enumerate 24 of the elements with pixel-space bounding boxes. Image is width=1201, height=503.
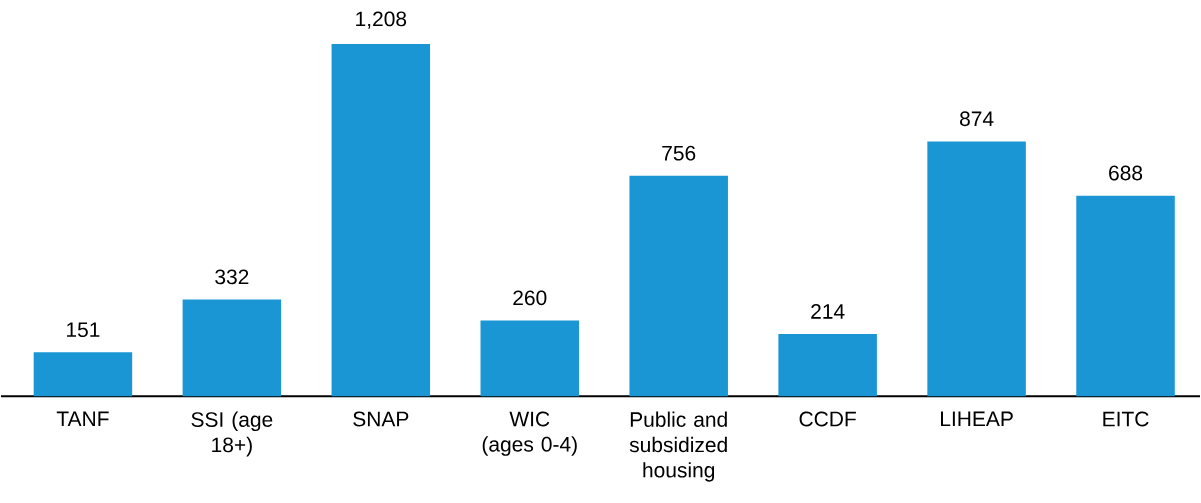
x-tick-label: LIHEAP	[941, 411, 1013, 426]
bar	[33, 352, 133, 397]
x-tick-label: SSI (age 18+)	[191, 411, 273, 457]
data-label: 1,208	[356, 11, 407, 29]
x-tick-label: SNAP	[353, 411, 409, 427]
data-label: 151	[67, 322, 100, 337]
x-tick-label: WIC (ages 0-4)	[482, 411, 577, 456]
data-label: 260	[513, 290, 547, 306]
data-label: 214	[811, 303, 845, 319]
bar	[480, 320, 580, 397]
x-tick-label: Public and subsidized housing	[629, 411, 727, 482]
data-label: 332	[215, 269, 249, 285]
data-label: 874	[960, 111, 994, 127]
bar	[331, 43, 431, 397]
x-tick-label: EITC	[1103, 411, 1149, 427]
bar	[629, 175, 728, 397]
data-label: 756	[662, 145, 696, 161]
data-label: 688	[1109, 165, 1143, 181]
x-tick-label: TANF	[56, 411, 109, 426]
x-tick-label: CCDF	[799, 411, 856, 427]
bar	[927, 141, 1026, 397]
bar	[778, 333, 877, 397]
bar	[182, 299, 282, 397]
bar	[1076, 195, 1175, 397]
